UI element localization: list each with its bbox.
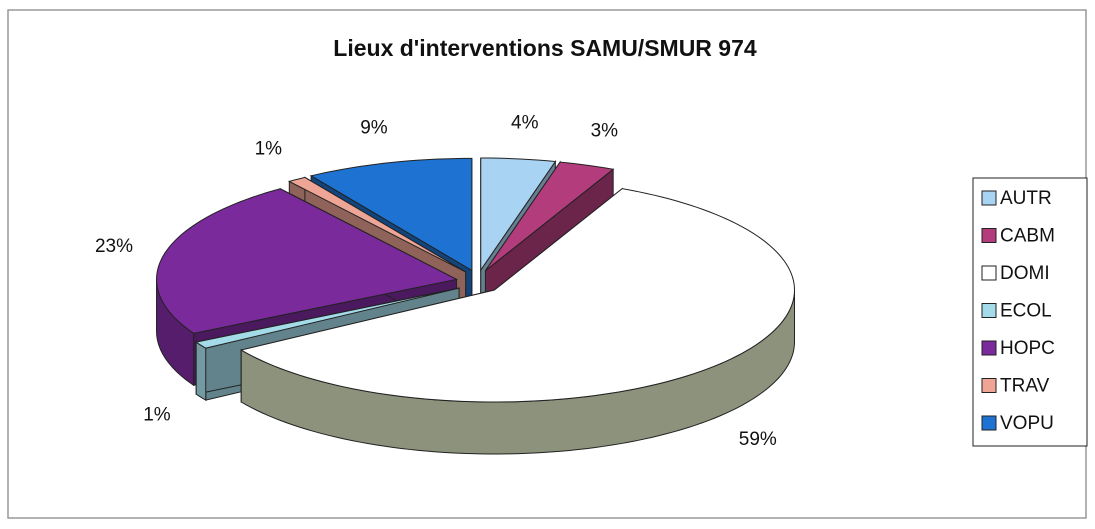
legend-label: DOMI (1000, 263, 1050, 284)
legend-swatch (981, 340, 997, 356)
legend-label: VOPU (1000, 413, 1054, 434)
slice (156, 188, 459, 334)
slice (309, 157, 473, 272)
legend-label: CABM (1000, 226, 1055, 247)
slice (239, 188, 795, 403)
legend-label: AUTR (1000, 188, 1052, 209)
legend-swatch (981, 378, 997, 393)
data-label: 9% (360, 117, 388, 138)
data-label: 1% (143, 404, 171, 425)
data-label: 1% (255, 139, 283, 160)
slice (194, 287, 460, 349)
slice-wall (195, 341, 207, 402)
chart-title: Lieux d'interventions SAMU/SMUR 974 (333, 35, 757, 61)
legend-swatch (981, 265, 997, 281)
slice (287, 176, 466, 273)
legend-label: TRAV (1000, 376, 1050, 397)
data-label: 3% (591, 121, 619, 142)
legend-swatch (981, 190, 997, 206)
legend-swatch (981, 415, 997, 431)
data-label: 59% (739, 429, 777, 450)
pie-tops (156, 157, 795, 403)
legend-swatch (981, 228, 997, 243)
legend-label: HOPC (1000, 338, 1055, 359)
slice (485, 161, 615, 272)
slice (480, 157, 557, 272)
data-label: 23% (95, 236, 133, 257)
legend-swatch (981, 303, 997, 318)
legend-label: ECOL (1000, 301, 1052, 322)
data-label: 4% (511, 112, 539, 133)
